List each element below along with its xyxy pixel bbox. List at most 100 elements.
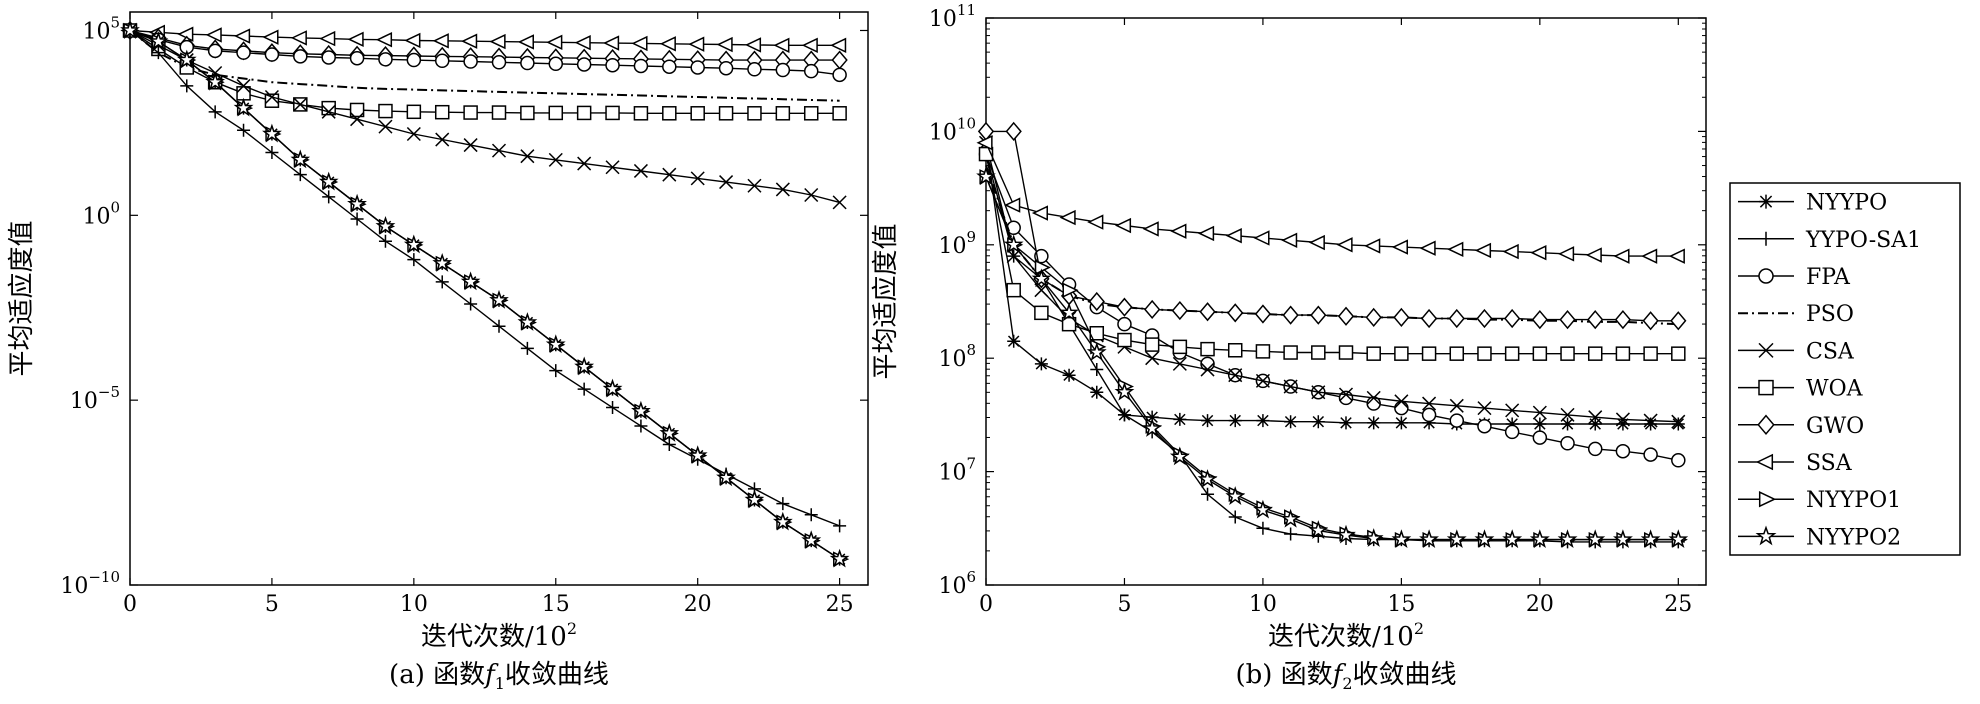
legend-frame [1729, 182, 1961, 556]
data-point [350, 112, 365, 127]
y-tick-exp: 7 [966, 455, 976, 473]
data-point [1338, 390, 1354, 406]
data-point [687, 445, 708, 465]
data-point [1449, 398, 1464, 413]
data-point [1256, 414, 1270, 428]
data-point [233, 97, 254, 117]
series-nyypo2 [120, 20, 850, 568]
series-line [985, 142, 1679, 425]
legend-item-gwo: GWO [1738, 414, 1864, 439]
data-point [1005, 121, 1022, 142]
x-tick-label: 25 [826, 592, 854, 617]
series-line [985, 142, 1679, 423]
legend-marker [1758, 268, 1774, 284]
caption-sub: 1 [495, 674, 505, 693]
legend-marker [1758, 491, 1777, 508]
data-point [1090, 363, 1104, 377]
caption-prefix: (a) 函数 [389, 660, 485, 690]
data-point [1283, 345, 1298, 360]
data-point [659, 36, 676, 52]
data-point [1671, 453, 1686, 468]
data-point [1255, 373, 1270, 388]
data-point [176, 49, 197, 69]
data-point [1117, 316, 1132, 332]
legend-marker [1759, 231, 1773, 246]
data-point [1561, 417, 1575, 431]
data-point [775, 106, 791, 121]
data-point [208, 105, 222, 119]
data-point [662, 167, 677, 182]
data-point [347, 193, 367, 213]
data-point [1644, 417, 1658, 431]
data-point [1393, 307, 1410, 327]
data-point [577, 156, 592, 171]
y-tick-label: 10−10 [60, 568, 120, 599]
data-point [1588, 410, 1603, 425]
data-point [1477, 418, 1492, 434]
data-point [548, 152, 563, 167]
legend-marker [1759, 194, 1773, 209]
data-point [378, 52, 393, 67]
data-point [1088, 291, 1105, 312]
data-point [463, 105, 478, 120]
data-point [804, 508, 818, 522]
data-point [319, 30, 336, 47]
data-point [719, 175, 734, 190]
data-point [976, 166, 996, 186]
data-point [1363, 528, 1384, 547]
legend-label: SSA [1806, 451, 1853, 476]
data-point [1114, 381, 1135, 401]
data-point [264, 47, 280, 62]
data-point [1336, 237, 1353, 253]
data-point [1587, 310, 1604, 330]
data-point [1640, 529, 1661, 549]
data-point [1365, 307, 1382, 327]
legend-label: GWO [1806, 414, 1864, 439]
data-point [1117, 408, 1131, 422]
data-point [1671, 417, 1685, 431]
data-point [1308, 520, 1329, 539]
caption-sub: 2 [1342, 674, 1352, 693]
x-axis-label-sup: 2 [1414, 619, 1424, 638]
data-point [1419, 240, 1436, 256]
data-point [1504, 424, 1520, 440]
data-point [548, 105, 564, 121]
legend-marker [1758, 342, 1774, 358]
data-point [1336, 524, 1356, 544]
data-point [1281, 232, 1298, 248]
data-point [290, 149, 311, 169]
data-point [1421, 407, 1437, 423]
y-tick-label: 107 [938, 455, 976, 486]
data-point [406, 52, 422, 68]
x-tick-label: 10 [400, 592, 428, 617]
data-point [1173, 412, 1187, 426]
data-point [549, 364, 563, 378]
data-point [1449, 413, 1465, 428]
data-point [1477, 346, 1492, 361]
data-point [1034, 305, 1049, 321]
chart-caption: (a) 函数f1收敛曲线 [389, 660, 609, 693]
series-csa [122, 23, 847, 210]
data-point [520, 341, 534, 355]
data-point [1476, 308, 1493, 329]
data-point [1145, 410, 1159, 424]
data-point [1615, 412, 1630, 427]
data-point [631, 35, 648, 52]
data-point [1420, 308, 1438, 329]
legend-label: PSO [1806, 302, 1854, 327]
data-point [1643, 413, 1658, 428]
data-point [1227, 343, 1243, 358]
data-point [463, 138, 478, 153]
series-nyypo1 [979, 169, 1688, 548]
data-point [744, 37, 762, 53]
data-point [633, 58, 649, 74]
series-line [985, 142, 1679, 257]
data-point [1059, 302, 1079, 322]
data-point [1311, 385, 1326, 400]
data-point [1587, 346, 1603, 361]
data-point [1531, 310, 1548, 330]
data-point [1505, 403, 1520, 418]
data-point [605, 160, 620, 175]
data-point [1145, 351, 1160, 366]
data-point [803, 63, 819, 79]
